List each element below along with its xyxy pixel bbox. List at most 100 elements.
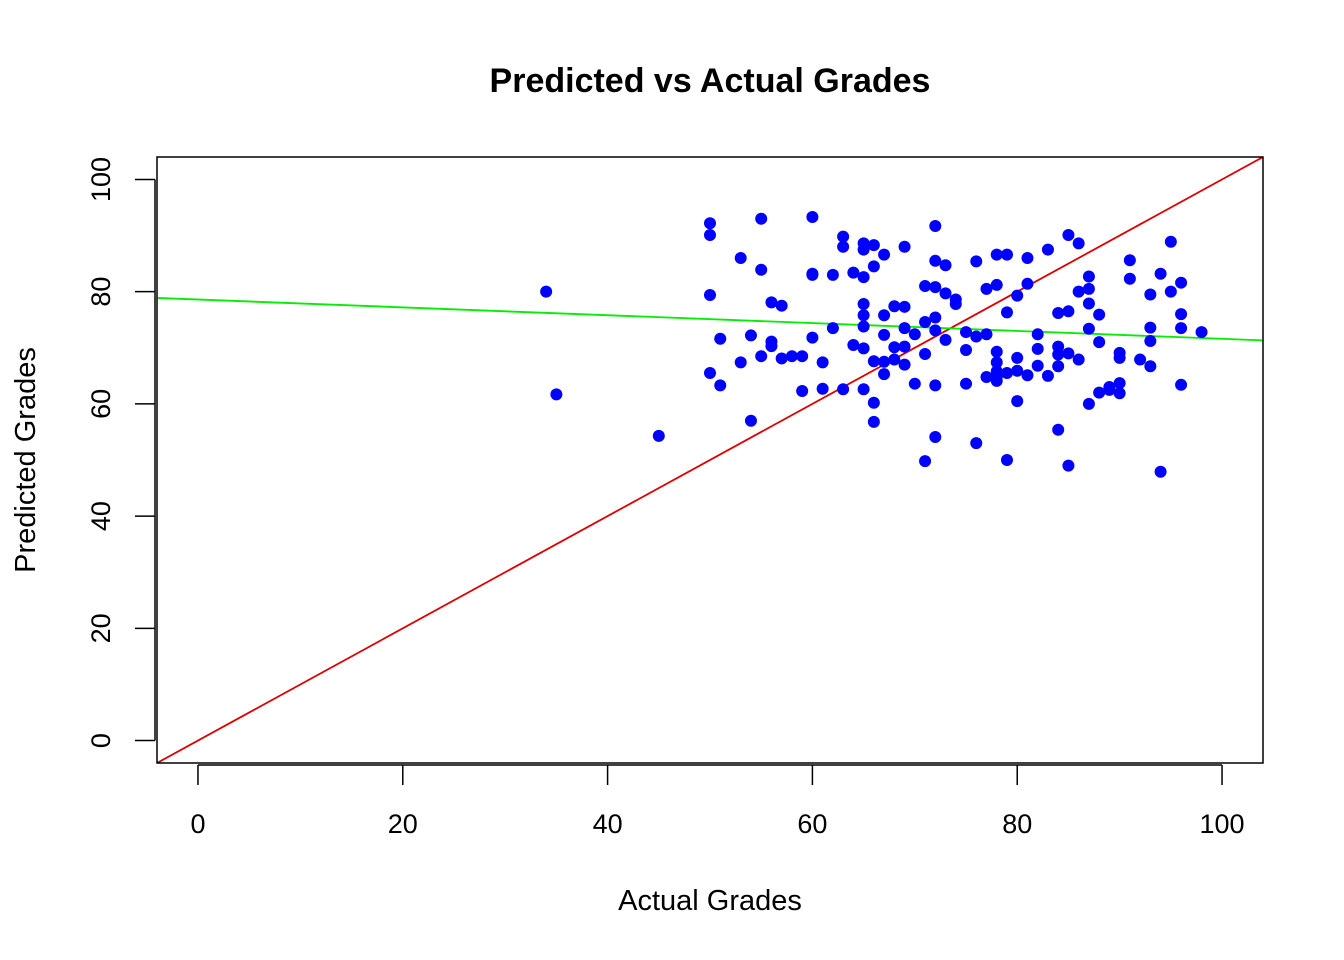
data-point bbox=[826, 268, 839, 281]
plot-frame bbox=[156, 156, 1264, 764]
data-point bbox=[1000, 248, 1013, 261]
data-point bbox=[1103, 383, 1116, 396]
data-point bbox=[1011, 395, 1024, 408]
data-point bbox=[857, 383, 870, 396]
data-point bbox=[960, 344, 973, 357]
data-point bbox=[1062, 347, 1075, 360]
data-point bbox=[857, 271, 870, 284]
data-point bbox=[908, 328, 921, 341]
data-point bbox=[1175, 308, 1188, 321]
data-point bbox=[1175, 322, 1188, 335]
data-point bbox=[1113, 377, 1126, 390]
data-point bbox=[785, 350, 798, 363]
data-point bbox=[939, 287, 952, 300]
data-point bbox=[990, 278, 1003, 291]
data-point bbox=[540, 285, 553, 298]
data-point bbox=[806, 211, 819, 224]
x-tick-label: 80 bbox=[1002, 809, 1032, 839]
data-point bbox=[867, 415, 880, 428]
data-point bbox=[919, 455, 932, 468]
data-point bbox=[857, 342, 870, 355]
data-point bbox=[796, 350, 809, 363]
data-point bbox=[796, 384, 809, 397]
data-point bbox=[1123, 254, 1136, 267]
y-tick-label: 0 bbox=[86, 733, 116, 748]
x-tick-label: 0 bbox=[190, 809, 205, 839]
x-tick-label: 20 bbox=[388, 809, 418, 839]
data-point bbox=[919, 315, 932, 328]
data-point bbox=[1144, 321, 1157, 334]
data-point bbox=[1021, 252, 1034, 264]
data-point bbox=[704, 367, 716, 380]
data-point bbox=[806, 331, 819, 344]
data-point bbox=[1011, 351, 1024, 364]
data-point bbox=[1093, 386, 1106, 399]
data-point bbox=[755, 263, 768, 276]
data-point bbox=[1011, 364, 1024, 377]
data-point bbox=[704, 217, 716, 230]
data-point bbox=[1082, 397, 1095, 410]
data-point bbox=[970, 330, 983, 343]
data-point bbox=[908, 377, 921, 390]
data-point bbox=[1000, 454, 1013, 466]
data-point bbox=[878, 309, 891, 322]
chart-title: Predicted vs Actual Grades bbox=[490, 62, 931, 100]
data-point bbox=[990, 345, 1003, 358]
data-point bbox=[990, 356, 1003, 369]
data-point bbox=[1052, 348, 1065, 361]
data-point bbox=[1123, 272, 1136, 285]
data-point bbox=[919, 347, 932, 360]
data-point bbox=[1082, 282, 1095, 295]
data-point bbox=[816, 382, 829, 395]
data-point bbox=[734, 252, 747, 264]
data-point bbox=[765, 340, 778, 353]
data-point bbox=[878, 328, 891, 341]
data-point bbox=[765, 296, 778, 309]
data-point bbox=[714, 379, 727, 392]
data-point bbox=[867, 260, 880, 273]
data-point bbox=[867, 355, 880, 368]
data-point bbox=[929, 281, 942, 294]
y-tick-label: 40 bbox=[86, 501, 116, 531]
data-point bbox=[1144, 360, 1157, 373]
y-tick-label: 100 bbox=[86, 157, 116, 202]
y-tick-label: 60 bbox=[86, 389, 116, 419]
data-point bbox=[970, 255, 983, 268]
data-point bbox=[898, 240, 911, 253]
data-point bbox=[1175, 378, 1188, 391]
data-point bbox=[929, 379, 942, 392]
data-point bbox=[826, 322, 839, 335]
data-point bbox=[878, 248, 891, 261]
data-point bbox=[939, 259, 952, 272]
data-point bbox=[929, 430, 942, 443]
data-point bbox=[888, 341, 901, 354]
data-point bbox=[980, 282, 993, 295]
data-point bbox=[744, 414, 757, 427]
data-point bbox=[550, 388, 563, 401]
data-point bbox=[1144, 335, 1157, 348]
data-point bbox=[1041, 369, 1054, 382]
data-point bbox=[867, 239, 880, 252]
y-axis-label: Predicted Grades bbox=[10, 347, 42, 573]
y-tick-label: 20 bbox=[86, 613, 116, 643]
data-point bbox=[1031, 359, 1044, 372]
data-point bbox=[970, 437, 983, 450]
data-point bbox=[980, 328, 993, 341]
data-point bbox=[1164, 285, 1177, 298]
data-point bbox=[1000, 306, 1013, 319]
lines-layer bbox=[157, 157, 1263, 763]
data-point bbox=[857, 298, 870, 311]
data-point bbox=[1031, 328, 1044, 341]
points-layer bbox=[540, 211, 1208, 478]
data-point bbox=[898, 340, 911, 353]
data-point bbox=[898, 300, 911, 313]
data-point bbox=[1011, 289, 1024, 302]
data-point bbox=[1144, 288, 1157, 301]
data-point bbox=[1113, 387, 1126, 400]
data-point bbox=[1093, 308, 1106, 321]
fit-line bbox=[157, 297, 1263, 342]
x-axis-label: Actual Grades bbox=[618, 885, 802, 917]
data-point bbox=[734, 356, 747, 369]
data-point bbox=[775, 299, 788, 312]
data-point bbox=[857, 320, 870, 333]
